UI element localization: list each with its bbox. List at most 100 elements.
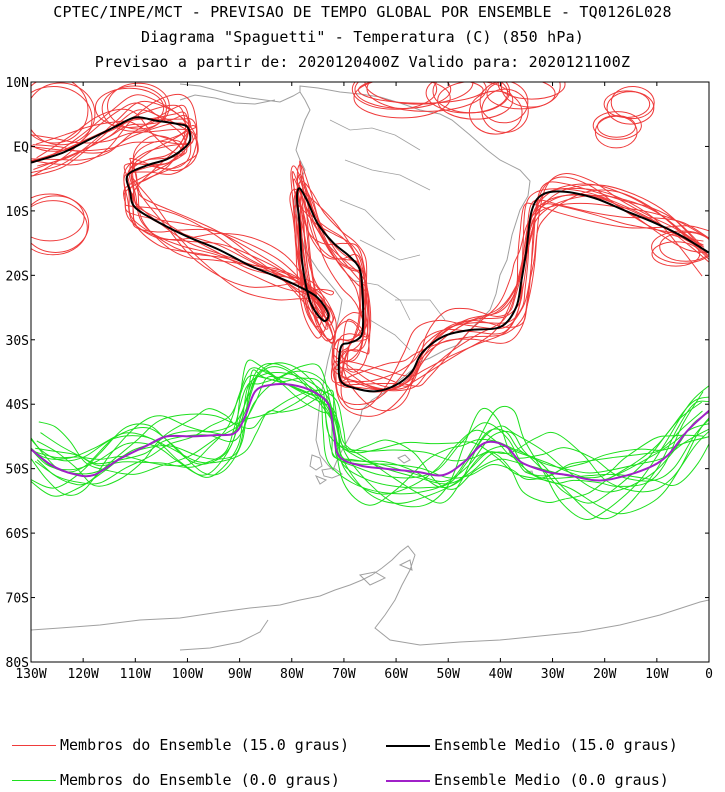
lon-label: 80W [280, 667, 304, 682]
legend-members-15: Membros do Ensemble (15.0 graus) [12, 736, 349, 754]
ensemble-member-line [34, 374, 709, 489]
lon-label: 20W [593, 667, 617, 682]
plot-frame [30, 81, 710, 663]
legend-swatch-mean-0 [386, 779, 430, 782]
lon-label: 120W [67, 667, 98, 682]
ensemble-member-line [36, 108, 709, 377]
lon-label: 70W [332, 667, 356, 682]
header-line-2: Diagrama "Spaguetti" - Temperatura (C) (… [140, 28, 585, 46]
lon-label: 50W [436, 667, 460, 682]
ensemble-member-line [32, 122, 705, 410]
ensemble-member-contour [31, 195, 90, 253]
ensemble-member-contour [358, 82, 484, 104]
country-borders [329, 119, 446, 351]
ensemble-member-contour [366, 82, 487, 112]
ensemble-member-contour [606, 91, 655, 125]
lat-label: 70S [6, 592, 29, 607]
lon-label: 0 [705, 667, 713, 682]
legend-label-mean-15: Ensemble Medio (15.0 graus) [434, 736, 678, 754]
ensemble-member-contour [479, 82, 529, 124]
header-line-1: CPTEC/INPE/MCT - PREVISAO DE TEMPO GLOBA… [53, 3, 672, 21]
ensemble-member-contour [597, 115, 636, 138]
ensemble-member-contour [592, 111, 642, 140]
ensemble-member-contour [353, 82, 451, 119]
ensemble-member-contour [31, 200, 88, 256]
lon-label: 100W [172, 667, 203, 682]
header-line-3: Previsao a partir de: 2020120400Z Valido… [94, 53, 631, 71]
ensemble-member-line [31, 369, 709, 496]
ensemble-member-contour [437, 82, 514, 120]
lat-label: 50S [6, 463, 29, 478]
ensemble-member-line [31, 125, 704, 412]
ensemble-member-contour [481, 88, 529, 133]
lat-label: 80S [6, 656, 29, 671]
ensemble-member-line [35, 120, 707, 384]
ensemble-member-line [32, 111, 709, 391]
legend-label-mean-0: Ensemble Medio (0.0 graus) [434, 771, 669, 789]
ensemble-member-contour [31, 86, 93, 152]
legend-mean-0: Ensemble Medio (0.0 graus) [386, 771, 669, 789]
ensemble-member-line [38, 375, 709, 520]
lat-label: 10S [6, 205, 29, 220]
lon-label: 10W [645, 667, 669, 682]
ensemble-member-contour [107, 82, 170, 130]
coast-south-america [294, 85, 531, 471]
ensemble-member-contour [94, 87, 165, 128]
ensemble-member-contour [651, 241, 701, 267]
ensemble-member-contour [364, 82, 474, 105]
lon-label: 130W [15, 667, 46, 682]
ensemble-member-contour [659, 231, 709, 262]
coastlines [31, 83, 709, 651]
legend-swatch-members-0 [12, 780, 56, 781]
ensemble-member-line [31, 363, 709, 504]
ensemble-member-contour [101, 85, 167, 132]
lat-label: 30S [6, 334, 29, 349]
ensemble-member-line [40, 372, 703, 503]
coast-antarctica [31, 545, 709, 651]
lat-label: 20S [6, 269, 29, 284]
ensemble-member-contour [351, 82, 438, 110]
ensemble-member-line [31, 104, 704, 388]
ensemble-member-line [36, 366, 704, 487]
coast-central-america [179, 83, 301, 105]
members-15-group [31, 82, 709, 417]
ensemble-member-contour [497, 82, 566, 100]
ensemble-member-contour [31, 193, 85, 242]
ensemble-member-contour [486, 82, 556, 110]
ensemble-member-contour [31, 82, 96, 146]
ensemble-mean-0-line [31, 383, 709, 482]
legend-label-members-0: Membros do Ensemble (0.0 graus) [60, 771, 340, 789]
means-group [31, 116, 709, 482]
coast-falklands [397, 454, 411, 464]
lon-label: 90W [228, 667, 252, 682]
legend-mean-15: Ensemble Medio (15.0 graus) [386, 736, 678, 754]
lat-label: 40S [6, 398, 29, 413]
legend-swatch-members-15 [12, 745, 56, 746]
lon-label: 60W [384, 667, 408, 682]
ensemble-member-line [31, 100, 707, 391]
ensemble-member-line [31, 109, 709, 406]
ensemble-member-line [31, 389, 709, 515]
ensemble-member-contour [610, 86, 655, 120]
ensemble-member-line [31, 362, 703, 480]
lat-label: 60S [6, 527, 29, 542]
axis-ticks [30, 81, 710, 663]
legend-swatch-mean-15 [386, 744, 430, 747]
lon-labels: 130W 120W 110W 100W 90W 80W 70W 60W 50W 40W 30W 20W… [15, 667, 713, 682]
ensemble-member-line [33, 104, 703, 391]
ensemble-member-contour [651, 230, 709, 264]
ensemble-member-line [32, 102, 709, 393]
ensemble-member-line [31, 369, 709, 520]
lat-label: EQ [13, 140, 29, 155]
lat-labels: 10N EQ 10S 20S 30S 40S 50S 60S 70S 80S [6, 76, 30, 671]
lon-label: 40W [489, 667, 513, 682]
lon-label: 110W [120, 667, 151, 682]
ensemble-member-contour [425, 82, 509, 114]
lon-label: 30W [541, 667, 565, 682]
ensemble-member-line [34, 367, 709, 504]
legend-members-0: Membros do Ensemble (0.0 graus) [12, 771, 340, 789]
ensemble-member-contour [31, 82, 89, 144]
ensemble-member-line [31, 93, 709, 387]
legend-label-members-15: Membros do Ensemble (15.0 graus) [60, 736, 349, 754]
ensemble-mean-15-line [31, 116, 709, 393]
